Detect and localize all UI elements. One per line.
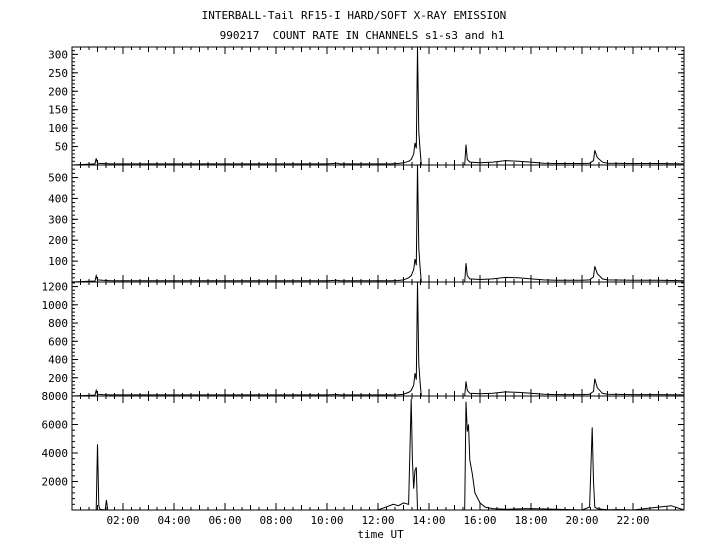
panel-h1-ytick-label: 2000 [42, 476, 69, 489]
panel-s3-ytick-label: 1000 [42, 299, 69, 312]
chart-title: INTERBALL-Tail RF15-I HARD/SOFT X-RAY EM… [201, 9, 507, 22]
panel-s1-ytick-label: 100 [48, 122, 68, 135]
xtick-label: 16:00 [463, 514, 496, 527]
panel-s1-ytick-label: 300 [48, 48, 68, 61]
panel-s1-ytick-label: 200 [48, 85, 68, 98]
panel-s3-series-line [71, 281, 685, 397]
panel-s3-ytick-label: 200 [48, 372, 68, 385]
panel-s2-ytick-label: 500 [48, 172, 68, 185]
x-axis-label: time UT [357, 528, 404, 541]
panel-s1-ytick-label: 50 [55, 141, 68, 154]
panel-h1-ytick-label: 8000 [42, 390, 69, 403]
panel-s3-ytick-label: 400 [48, 354, 68, 367]
xtick-label: 22:00 [616, 514, 649, 527]
panel-s2-series-line [71, 164, 685, 283]
xtick-label: 04:00 [157, 514, 190, 527]
xtick-label: 18:00 [514, 514, 547, 527]
panel-h1-series-line [72, 398, 685, 511]
xtick-label: 20:00 [565, 514, 598, 527]
panel-s3-ytick-label: 1200 [42, 281, 69, 294]
panel-s2-ytick-label: 100 [48, 255, 68, 268]
panel-h1-ytick-label: 4000 [42, 447, 69, 460]
panel-s2-frame [71, 164, 685, 283]
panel-s3-ytick-label: 600 [48, 335, 68, 348]
panel-s1-ytick-label: 150 [48, 104, 68, 117]
panel-s1-series-line [71, 46, 685, 166]
panel-s1-frame [71, 46, 685, 166]
chart-subtitle: 990217 COUNT RATE IN CHANNELS s1-s3 and … [219, 29, 505, 42]
panel-h1-ytick-label: 6000 [42, 419, 69, 432]
xtick-label: 14:00 [412, 514, 445, 527]
panel-s2-ytick-label: 300 [48, 213, 68, 226]
panel-s1-ytick-label: 250 [48, 67, 68, 80]
xtick-label: 06:00 [208, 514, 241, 527]
panel-s2-ytick-label: 400 [48, 192, 68, 205]
xtick-label: 12:00 [361, 514, 394, 527]
panel-s3-ytick-label: 800 [48, 317, 68, 330]
panel-s3-frame [71, 281, 685, 397]
panel-s2-ytick-label: 200 [48, 234, 68, 247]
xtick-label: 02:00 [106, 514, 139, 527]
xtick-label: 08:00 [259, 514, 292, 527]
xtick-label: 10:00 [310, 514, 343, 527]
panel-h1-frame [71, 395, 685, 511]
